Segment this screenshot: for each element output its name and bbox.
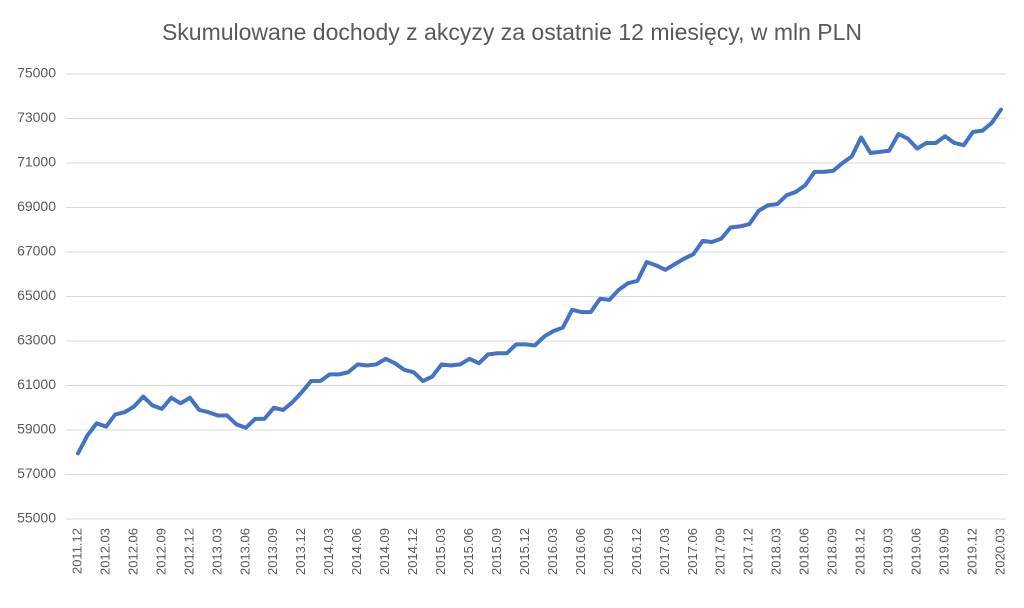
data-line (76, 107, 1003, 456)
y-tick-label: 75000 (17, 65, 56, 81)
y-tick-label: 73000 (17, 109, 56, 125)
x-tick-label: 2017.09 (713, 528, 728, 575)
x-tick-label: 2016.12 (629, 528, 644, 575)
x-tick-label: 2014.06 (349, 528, 364, 575)
x-tick-label: 2014.12 (405, 528, 420, 575)
x-tick-label: 2015.03 (433, 528, 448, 575)
x-tick-label: 2017.12 (741, 528, 756, 575)
x-tick-label: 2019.09 (936, 528, 951, 575)
x-tick-label: 2013.12 (293, 528, 308, 575)
x-tick-label: 2019.12 (964, 528, 979, 575)
x-tick-label: 2011.12 (69, 528, 84, 574)
x-tick-label: 2017.03 (657, 528, 672, 575)
y-tick-label: 55000 (17, 510, 56, 526)
y-tick-label: 57000 (17, 465, 56, 481)
x-tick-label: 2012.12 (181, 528, 196, 575)
y-tick-label: 69000 (17, 198, 56, 214)
x-tick-label: 2016.06 (573, 528, 588, 575)
y-tick-label: 67000 (17, 243, 56, 259)
y-tick-label: 63000 (17, 332, 56, 348)
x-tick-label: 2018.12 (853, 528, 868, 575)
x-tick-label: 2013.06 (237, 528, 252, 575)
y-tick-label: 59000 (17, 421, 56, 437)
x-tick-label: 2015.09 (489, 528, 504, 575)
x-tick-label: 2016.03 (545, 528, 560, 575)
x-tick-label: 2017.06 (685, 528, 700, 575)
chart-title: Skumulowane dochody z akcyzy za ostatnie… (162, 19, 862, 45)
x-tick-label: 2019.06 (909, 528, 924, 575)
x-tick-label: 2018.03 (769, 528, 784, 575)
x-tick-label: 2020.03 (992, 528, 1007, 575)
x-tick-label: 2014.03 (321, 528, 336, 575)
x-tick-label: 2012.09 (153, 528, 168, 575)
x-tick-label: 2015.06 (461, 528, 476, 575)
x-tick-label: 2018.09 (825, 528, 840, 575)
y-tick-label: 65000 (17, 287, 56, 303)
y-tick-label: 71000 (17, 154, 56, 170)
y-tick-label: 61000 (17, 376, 56, 392)
x-tick-label: 2015.12 (517, 528, 532, 575)
x-tick-label: 2018.06 (797, 528, 812, 575)
x-tick-label: 2019.03 (881, 528, 896, 575)
x-tick-label: 2013.09 (265, 528, 280, 575)
x-tick-label: 2012.03 (97, 528, 112, 575)
x-tick-label: 2012.06 (125, 528, 140, 575)
x-tick-label: 2013.03 (209, 528, 224, 575)
x-tick-label: 2016.09 (601, 528, 616, 575)
x-tick-label: 2014.09 (377, 528, 392, 575)
